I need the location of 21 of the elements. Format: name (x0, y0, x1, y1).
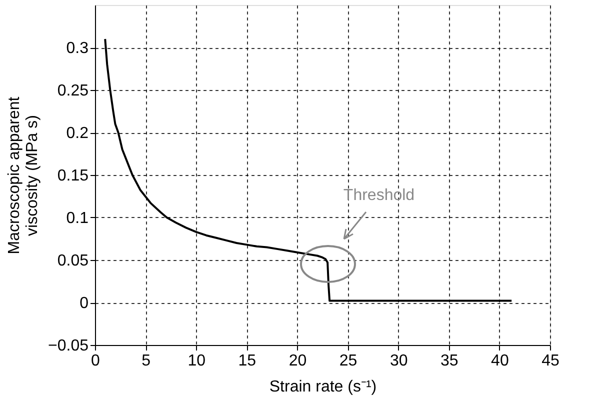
x-tick-label: 20 (288, 352, 307, 370)
x-tick-label: 15 (238, 352, 256, 370)
x-tick-label: 30 (390, 352, 408, 370)
x-tick-label: 40 (491, 352, 509, 370)
y-tick-label: 0.1 (66, 210, 89, 227)
y-tick-label: 0.15 (57, 168, 89, 184)
x-tick-label: 45 (542, 352, 560, 370)
y-tick-label: 0.25 (57, 82, 89, 100)
x-tick-label: 35 (440, 352, 458, 370)
x-axis-title: Strain rate (s⁻¹) (269, 378, 377, 396)
x-tick-label: 5 (142, 352, 151, 370)
y-tick-label: 0.05 (57, 252, 89, 270)
annotation: Threshold (343, 187, 415, 204)
x-tick-label: 25 (339, 352, 358, 370)
y-tick-label: 0.3 (66, 40, 89, 57)
y-axis-title: Macroscopic apparent viscosity (MPa s) (6, 96, 42, 254)
y-tick-label: −0.05 (48, 338, 89, 354)
y-tick-label: 0.2 (66, 125, 89, 142)
x-tick-label: 0 (91, 352, 100, 370)
y-tick-label: 0 (80, 295, 89, 312)
x-tick-label: 10 (188, 352, 206, 370)
